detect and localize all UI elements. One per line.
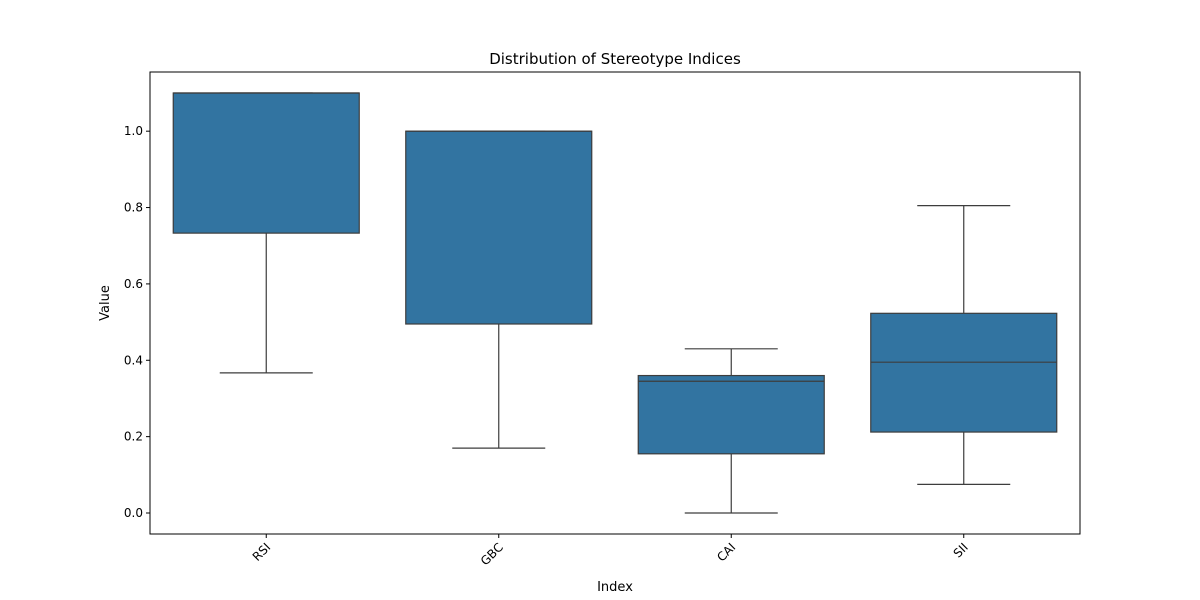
y-tick-label: 0.6 xyxy=(124,277,143,291)
box-gbc xyxy=(405,130,593,325)
x-axis-label: Index xyxy=(597,580,633,595)
box-rsi xyxy=(172,92,360,234)
y-axis-label: Value xyxy=(98,285,113,321)
plot-frame xyxy=(149,71,1081,535)
y-tick-label: 0.2 xyxy=(124,430,143,444)
y-tick-label: 0.4 xyxy=(124,353,143,367)
y-tick-label: 0.0 xyxy=(124,506,143,520)
chart-title: Distribution of Stereotype Indices xyxy=(489,50,741,68)
y-tick-label: 0.8 xyxy=(124,201,143,215)
y-tick-label: 1.0 xyxy=(124,124,143,138)
box-sii xyxy=(870,312,1058,433)
box-cai xyxy=(637,374,825,455)
